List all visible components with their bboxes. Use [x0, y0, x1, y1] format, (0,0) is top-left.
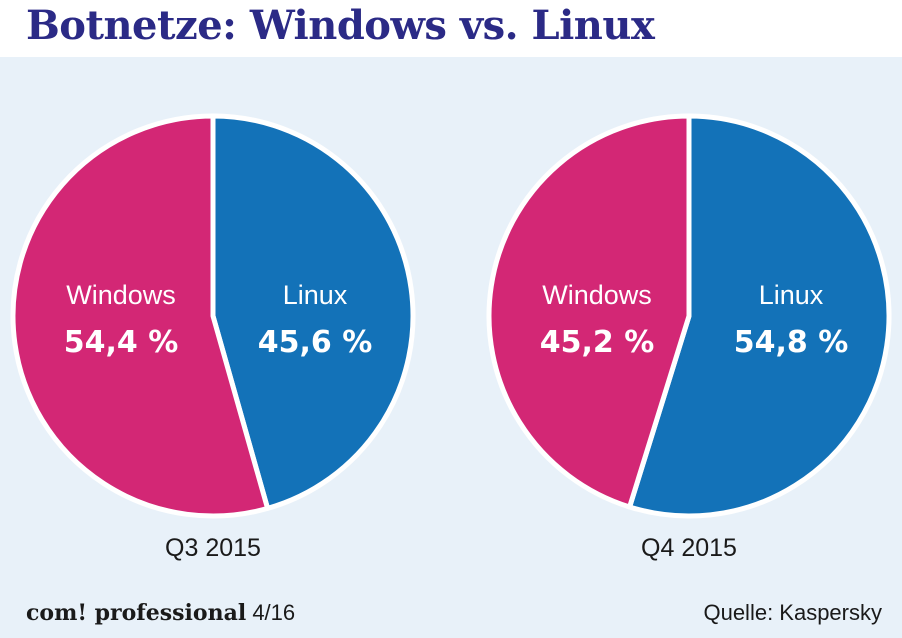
- chart-title: Botnetze: Windows vs. Linux: [26, 2, 655, 49]
- slice-value-label: 54,8 %: [734, 325, 849, 360]
- pie-outline: [11, 114, 415, 518]
- slice-name-label: Windows: [542, 280, 652, 310]
- pie-caption: Q3 2015: [165, 534, 261, 562]
- publication-credit: com! professional 4/16: [26, 600, 295, 626]
- issue-number: 4/16: [252, 600, 296, 625]
- source-note: Quelle: Kaspersky: [703, 600, 882, 625]
- pie-outline: [487, 114, 891, 518]
- brand-name: com! professional: [26, 600, 247, 626]
- slice-value-label: 54,4 %: [64, 325, 179, 360]
- slice-name-label: Linux: [283, 280, 348, 310]
- slice-value-label: 45,6 %: [258, 325, 373, 360]
- slice-name-label: Linux: [759, 280, 824, 310]
- slice-name-label: Windows: [66, 280, 176, 310]
- pie-caption: Q4 2015: [641, 534, 737, 562]
- slice-value-label: 45,2 %: [540, 325, 655, 360]
